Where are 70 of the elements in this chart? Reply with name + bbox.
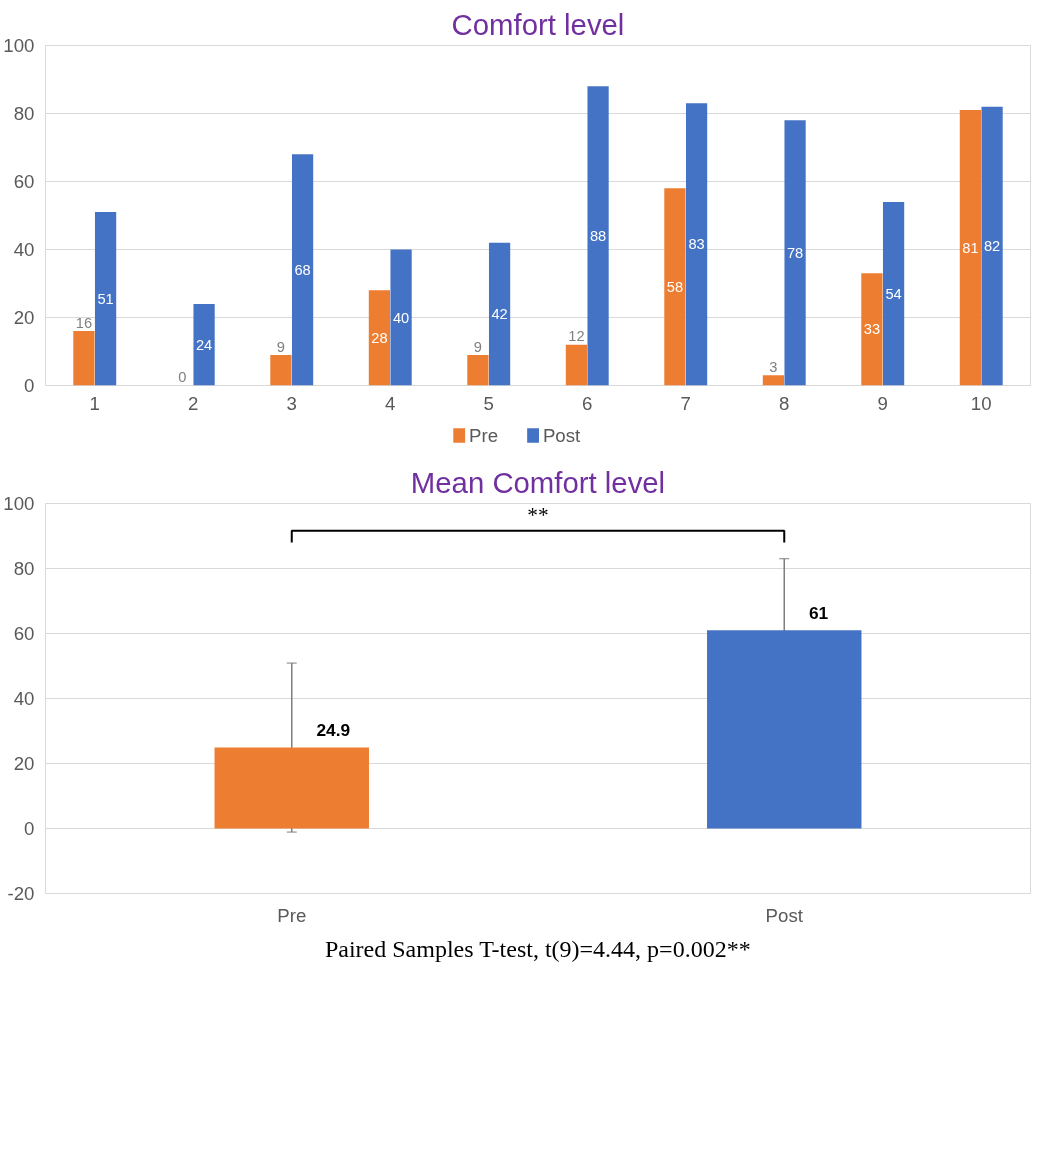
data-label: 83 bbox=[688, 236, 705, 253]
bar bbox=[291, 154, 314, 386]
x-tick-label: 4 bbox=[385, 392, 396, 414]
x-tick-label: 5 bbox=[483, 392, 494, 414]
y-tick-label: 100 bbox=[3, 35, 35, 56]
y-tick-label: 80 bbox=[13, 103, 35, 124]
text: Paired Samples T-test, t(9)=4.44, p=0.002** bbox=[324, 935, 751, 962]
bar bbox=[762, 375, 785, 386]
x-tick-label: 8 bbox=[779, 392, 790, 414]
x-tick-label: 3 bbox=[286, 392, 297, 414]
y-tick-label: -20 bbox=[7, 883, 35, 904]
annotation: ** bbox=[527, 502, 549, 527]
data-label: 68 bbox=[294, 261, 311, 278]
data-label: 3 bbox=[769, 358, 778, 375]
legend-label: Pre bbox=[469, 425, 499, 446]
y-tick-label: 80 bbox=[13, 558, 35, 579]
data-label: 61 bbox=[808, 602, 829, 623]
bar bbox=[587, 86, 609, 386]
bar bbox=[784, 120, 806, 386]
data-label: 82 bbox=[983, 238, 1001, 255]
bar bbox=[94, 212, 117, 386]
data-label: 81 bbox=[962, 239, 979, 256]
bar bbox=[981, 106, 1003, 386]
bar bbox=[565, 344, 588, 386]
data-label: 12 bbox=[568, 328, 585, 345]
y-tick-label: 0 bbox=[24, 818, 35, 839]
data-label: 24.9 bbox=[316, 719, 351, 740]
data-label: 78 bbox=[786, 244, 804, 261]
x-tick-label: 9 bbox=[877, 392, 888, 414]
data-label: 0 bbox=[178, 369, 187, 386]
y-tick-label: 40 bbox=[13, 239, 35, 260]
bar bbox=[193, 303, 215, 386]
bar bbox=[467, 354, 489, 386]
bar bbox=[73, 331, 95, 386]
data-label: 9 bbox=[276, 338, 285, 355]
bar bbox=[664, 188, 686, 386]
data-label: 9 bbox=[473, 338, 482, 355]
y-tick-label: 60 bbox=[13, 623, 35, 644]
data-label: 54 bbox=[885, 285, 902, 302]
data-label: 16 bbox=[75, 314, 93, 331]
y-tick-label: 0 bbox=[24, 375, 35, 396]
x-tick-label: 10 bbox=[970, 392, 992, 414]
data-label: 42 bbox=[491, 306, 508, 323]
bar bbox=[270, 354, 292, 386]
bar bbox=[861, 273, 883, 386]
data-label: 24 bbox=[195, 336, 213, 353]
data-label: 88 bbox=[589, 227, 607, 244]
x-tick-label: 2 bbox=[188, 392, 199, 414]
bar bbox=[390, 249, 412, 386]
bar bbox=[882, 201, 905, 386]
data-label: 33 bbox=[863, 321, 881, 338]
x-tick-label: 6 bbox=[582, 392, 593, 414]
chart-title: Mean Comfort level bbox=[410, 465, 666, 499]
data-label: 58 bbox=[666, 278, 684, 295]
bar bbox=[685, 103, 708, 386]
data-label: 51 bbox=[97, 290, 114, 307]
bar bbox=[368, 290, 391, 386]
x-tick-label: 7 bbox=[680, 392, 691, 414]
x-tick-label: 1 bbox=[89, 392, 100, 414]
bar bbox=[488, 242, 511, 386]
y-tick-label: 20 bbox=[13, 307, 35, 328]
bar bbox=[959, 110, 982, 386]
y-tick-label: 60 bbox=[13, 171, 35, 192]
y-tick-label: 100 bbox=[3, 493, 35, 514]
y-tick-label: 40 bbox=[13, 688, 35, 709]
data-label: 28 bbox=[371, 329, 388, 346]
y-tick-label: 20 bbox=[13, 753, 35, 774]
chart-title: Comfort level bbox=[451, 7, 625, 41]
data-label: 40 bbox=[392, 309, 410, 326]
legend-label: Post bbox=[542, 425, 582, 446]
